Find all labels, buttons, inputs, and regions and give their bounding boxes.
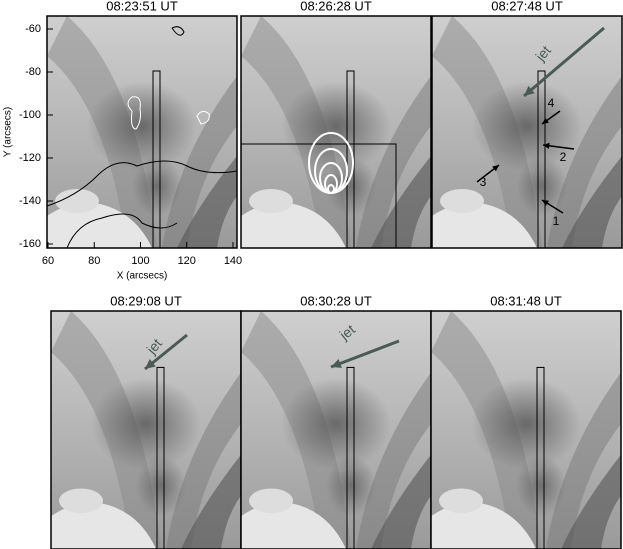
annotation-label: 4 — [548, 96, 555, 110]
euv-image — [241, 16, 431, 248]
annotation-label: 3 — [480, 175, 487, 189]
x-tick-label: 140 — [224, 255, 242, 267]
annotation-label: 2 — [560, 150, 567, 164]
contour — [46, 160, 238, 207]
y-tick-label: -100 — [19, 109, 41, 121]
y-tick-label: -140 — [19, 195, 41, 207]
panels: 08:23:51 UT 08:26:28 UT 08:27:48 UT jet 4 2 3 1… — [46, 0, 623, 549]
panel-frame — [46, 15, 238, 249]
euv-image — [431, 311, 621, 549]
panel-time: 08:23:51 UT — [106, 0, 178, 13]
panel-time: 08:29:08 UT — [110, 293, 182, 308]
contour — [127, 96, 141, 130]
panel-time: 08:26:28 UT — [300, 0, 372, 13]
y-tick-label: -120 — [19, 152, 41, 164]
annotation-arrow-head — [524, 85, 535, 96]
x-axis-label: X (arcsecs) — [117, 271, 168, 282]
panel: 08:23:51 UT — [46, 0, 238, 249]
contour — [196, 110, 210, 125]
annotation-arrow-head — [492, 165, 499, 172]
panel-frame — [240, 15, 432, 249]
annotation-label: jet — [336, 321, 358, 343]
y-tick-label: -160 — [19, 238, 41, 250]
annotation-arrow — [330, 339, 400, 369]
x-tick-label: 80 — [88, 255, 100, 267]
panel: 08:31:48 UT — [430, 293, 622, 549]
annotation-arrow-head — [331, 358, 342, 368]
euv-image — [432, 16, 622, 248]
y-tick-label: -80 — [25, 66, 41, 78]
panel-time: 08:30:28 UT — [300, 293, 372, 308]
annotation-arrow-head — [543, 142, 550, 149]
contour — [66, 213, 178, 249]
panel: 08:26:28 UT — [240, 0, 432, 249]
y-tick-label: -60 — [25, 23, 41, 35]
euv-image — [47, 16, 237, 248]
annotation-arrow — [523, 26, 605, 98]
euv-image — [241, 311, 431, 549]
annotation-arrow-head — [145, 359, 156, 369]
annotation-arrow-head — [542, 117, 549, 124]
panel: 08:30:28 UT jet — [240, 293, 432, 549]
panel-frame — [430, 310, 622, 549]
hxr-contour — [327, 184, 335, 194]
annotation-label: 1 — [553, 214, 560, 228]
panel-time: 08:27:48 UT — [491, 0, 563, 13]
contour — [171, 26, 185, 36]
y-axis-label: Y (arcsecs) — [3, 107, 14, 157]
x-tick-label: 100 — [131, 255, 149, 267]
annotation-arrow-head — [542, 200, 549, 206]
panel-time: 08:31:48 UT — [490, 293, 562, 308]
panel-frame — [431, 15, 623, 249]
x-tick-label: 120 — [178, 255, 196, 267]
x-tick-label: 60 — [42, 255, 54, 267]
